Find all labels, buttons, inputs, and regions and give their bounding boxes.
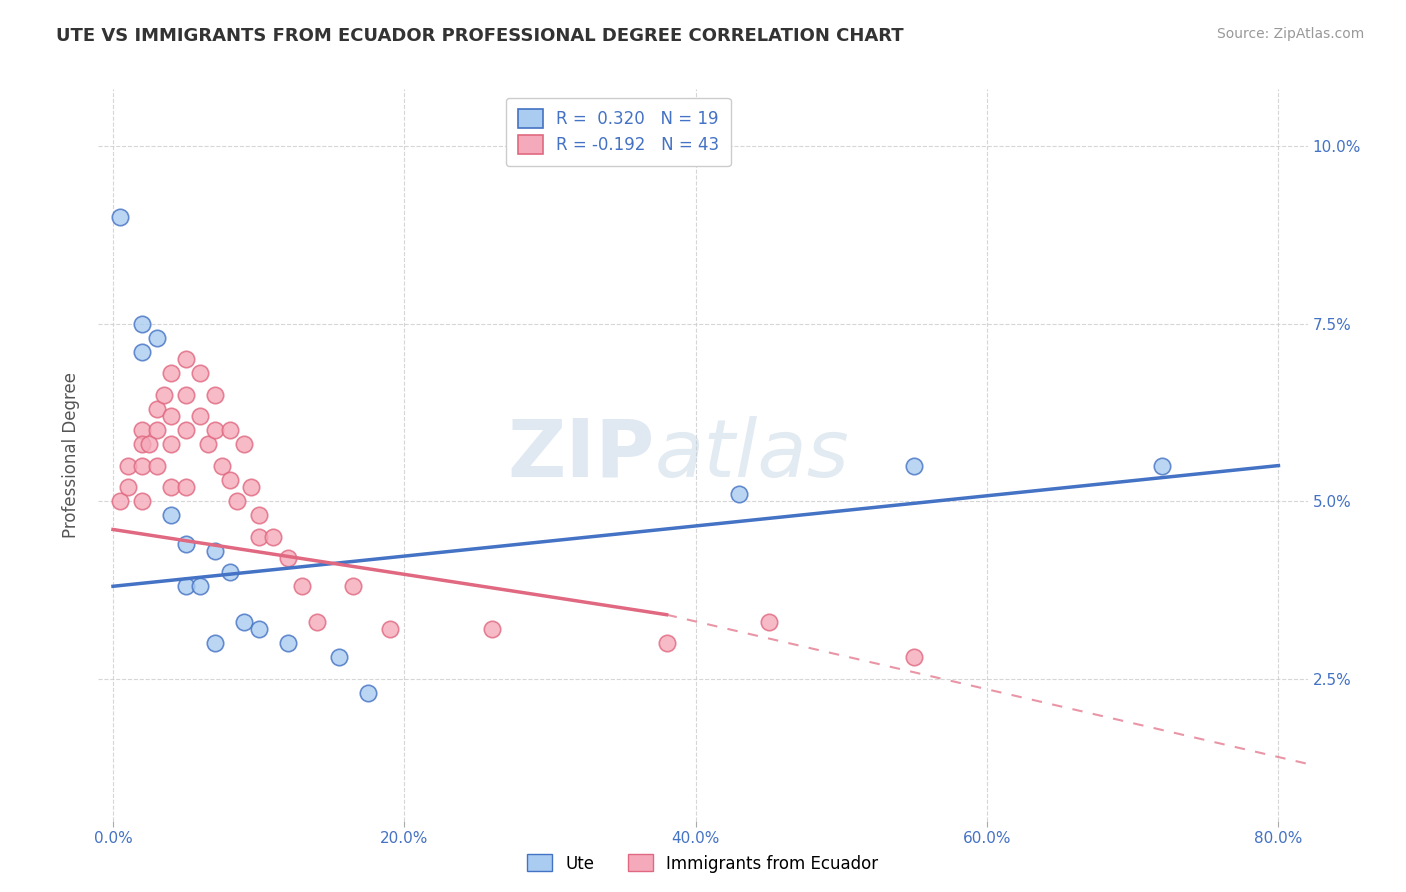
- Point: [655, 636, 678, 650]
- Point: [131, 345, 153, 359]
- Point: [291, 579, 314, 593]
- Point: [247, 508, 270, 523]
- Text: atlas: atlas: [655, 416, 849, 494]
- Point: [131, 317, 153, 331]
- Point: [328, 650, 350, 665]
- Text: UTE VS IMMIGRANTS FROM ECUADOR PROFESSIONAL DEGREE CORRELATION CHART: UTE VS IMMIGRANTS FROM ECUADOR PROFESSIO…: [56, 27, 904, 45]
- Point: [174, 352, 197, 367]
- Point: [1150, 458, 1173, 473]
- Point: [218, 565, 240, 579]
- Point: [174, 387, 197, 401]
- Point: [233, 615, 256, 629]
- Y-axis label: Professional Degree: Professional Degree: [62, 372, 80, 538]
- Point: [160, 437, 183, 451]
- Point: [240, 480, 263, 494]
- Point: [160, 508, 183, 523]
- Point: [110, 210, 132, 224]
- Point: [190, 409, 212, 423]
- Point: [218, 423, 240, 437]
- Point: [211, 458, 233, 473]
- Point: [160, 480, 183, 494]
- Point: [758, 615, 780, 629]
- Point: [305, 615, 328, 629]
- Point: [145, 331, 167, 345]
- Point: [378, 622, 401, 636]
- Point: [204, 387, 226, 401]
- Point: [110, 494, 132, 508]
- Text: Source: ZipAtlas.com: Source: ZipAtlas.com: [1216, 27, 1364, 41]
- Point: [174, 579, 197, 593]
- Point: [277, 636, 299, 650]
- Legend: Ute, Immigrants from Ecuador: Ute, Immigrants from Ecuador: [520, 847, 886, 880]
- Point: [225, 494, 247, 508]
- Point: [153, 387, 176, 401]
- Point: [728, 487, 751, 501]
- Point: [145, 423, 167, 437]
- Point: [145, 401, 167, 416]
- Point: [131, 494, 153, 508]
- Point: [117, 480, 139, 494]
- Point: [204, 543, 226, 558]
- Point: [190, 579, 212, 593]
- Point: [174, 537, 197, 551]
- Point: [174, 423, 197, 437]
- Point: [233, 437, 256, 451]
- Point: [117, 458, 139, 473]
- Legend: R =  0.320   N = 19, R = -0.192   N = 43: R = 0.320 N = 19, R = -0.192 N = 43: [506, 97, 731, 166]
- Point: [247, 622, 270, 636]
- Point: [357, 686, 380, 700]
- Point: [131, 458, 153, 473]
- Point: [342, 579, 364, 593]
- Point: [204, 636, 226, 650]
- Point: [131, 423, 153, 437]
- Point: [131, 437, 153, 451]
- Point: [481, 622, 503, 636]
- Point: [160, 366, 183, 380]
- Point: [903, 650, 925, 665]
- Point: [262, 530, 284, 544]
- Text: ZIP: ZIP: [508, 416, 655, 494]
- Point: [204, 423, 226, 437]
- Point: [138, 437, 160, 451]
- Point: [197, 437, 219, 451]
- Point: [145, 458, 167, 473]
- Point: [174, 480, 197, 494]
- Point: [903, 458, 925, 473]
- Point: [218, 473, 240, 487]
- Point: [277, 550, 299, 565]
- Point: [160, 409, 183, 423]
- Point: [190, 366, 212, 380]
- Point: [247, 530, 270, 544]
